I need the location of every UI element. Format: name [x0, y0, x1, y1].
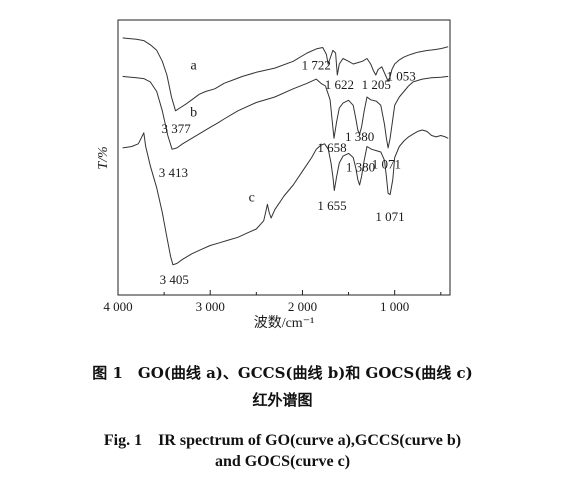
curve-label: c: [249, 191, 255, 206]
peak-label: 1 071: [372, 157, 401, 172]
peak-label: 3 405: [160, 272, 189, 287]
series-a-line: [122, 37, 449, 112]
y-axis-title: T/%: [96, 146, 111, 169]
x-tick-label: 4 000: [103, 299, 132, 314]
series-b-line: [122, 75, 449, 150]
peak-label: 1 380: [345, 129, 374, 144]
peak-label: 1 622: [325, 77, 354, 92]
series-c-line: [122, 129, 449, 266]
peak-label: 1 722: [302, 58, 331, 73]
peak-label: 1 053: [386, 69, 415, 84]
x-tick-label: 2 000: [288, 299, 317, 314]
peak-label: 1 380: [346, 159, 375, 174]
curve-label: a: [191, 59, 198, 74]
caption-zh-line2: 红外谱图: [252, 391, 313, 409]
curve-label: b: [190, 105, 197, 120]
peak-label: 1 658: [317, 140, 346, 155]
x-ticks-group: 4 000 3 000 2 000 1 000: [103, 290, 442, 314]
caption-zh-line1: 图 1 GO(曲线 a)、GCCS(曲线 b)和 GOCS(曲线 c): [92, 364, 473, 382]
caption-en-line2: and GOCS(curve c): [214, 453, 351, 470]
peak-label: 3 377: [161, 121, 191, 136]
peak-label: 1 655: [317, 198, 346, 213]
x-tick-label: 1 000: [380, 299, 409, 314]
x-tick-label: 3 000: [196, 299, 225, 314]
peak-label: 1 205: [362, 77, 391, 92]
peak-label: 1 071: [375, 209, 404, 224]
peak-label: 3 413: [159, 165, 188, 180]
plot-frame: [117, 19, 451, 296]
curves-group: [122, 37, 449, 266]
caption-en-line1: Fig. 1 IR spectrum of GO(curve a),GCCS(c…: [103, 432, 462, 449]
x-axis-title: 波数/cm⁻¹: [254, 315, 315, 331]
